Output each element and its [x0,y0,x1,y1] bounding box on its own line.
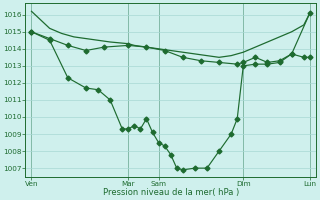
X-axis label: Pression niveau de la mer( hPa ): Pression niveau de la mer( hPa ) [102,188,239,197]
